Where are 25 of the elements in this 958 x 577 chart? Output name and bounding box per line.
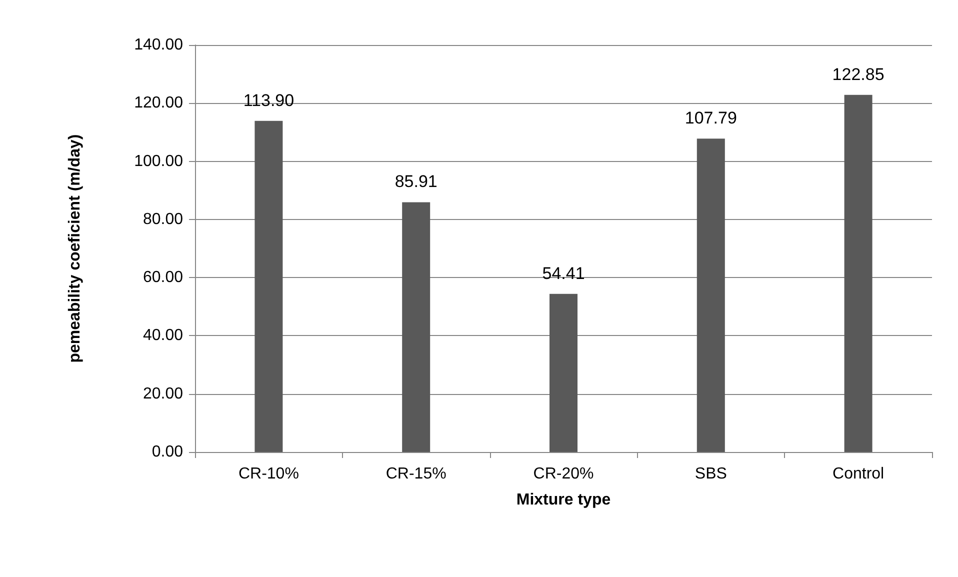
- y-tick-label: 100.00: [134, 152, 184, 170]
- bar: [550, 294, 578, 452]
- data-label: 85.91: [394, 172, 438, 192]
- data-label: 113.90: [243, 90, 294, 110]
- bar: [254, 120, 283, 452]
- y-tick-label: 140.00: [134, 36, 184, 54]
- x-tick-label: CR-10%: [238, 466, 299, 482]
- bar: [696, 138, 725, 452]
- x-tick-label: CR-20%: [533, 466, 594, 482]
- bar: [844, 94, 872, 452]
- y-tick-label: 120.00: [134, 94, 184, 112]
- y-tick-label: 20.00: [142, 385, 184, 402]
- y-tick-label: 60.00: [142, 269, 184, 286]
- x-tick-label: CR-15%: [386, 466, 446, 482]
- bar: [402, 202, 430, 452]
- data-label: 107.79: [684, 108, 737, 128]
- x-tick-label: SBS: [694, 466, 727, 482]
- y-tick-label: 40.00: [142, 327, 184, 344]
- x-tick-label: Control: [832, 466, 884, 482]
- y-tick-label: 0.00: [152, 444, 184, 460]
- y-tick-label: 80.00: [142, 210, 184, 228]
- y-axis-title: pemeability coeficient (m/day): [66, 134, 84, 363]
- data-label: 54.41: [542, 264, 585, 283]
- data-label: 122.85: [832, 64, 884, 84]
- x-axis-title: Mixture type: [516, 492, 611, 508]
